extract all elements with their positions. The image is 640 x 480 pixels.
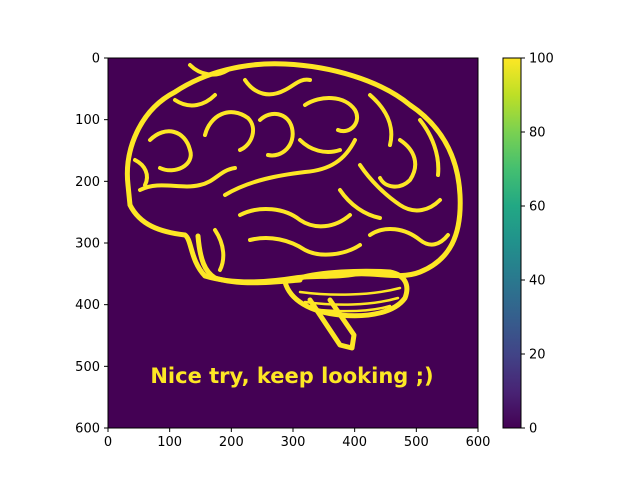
y-tick-label: 300 [75, 237, 100, 252]
y-tick-label: 400 [75, 298, 100, 313]
colorbar-tick-label: 60 [529, 200, 546, 215]
x-tick-label: 200 [219, 435, 244, 450]
colorbar-tick-label: 40 [529, 274, 546, 289]
colorbar-axis: 0 20 40 60 80 100 [521, 52, 554, 437]
x-tick-label: 0 [104, 435, 112, 450]
x-tick-label: 300 [281, 435, 306, 450]
y-tick-label: 100 [75, 113, 100, 128]
colorbar [502, 57, 522, 429]
y-tick-label: 0 [92, 52, 100, 67]
annotation-text: Nice try, keep looking ;) [150, 364, 433, 388]
x-tick-label: 600 [466, 435, 491, 450]
y-tick-label: 200 [75, 175, 100, 190]
x-tick-label: 100 [157, 435, 182, 450]
x-tick-label: 500 [404, 435, 429, 450]
colorbar-tick-label: 100 [529, 52, 554, 67]
colorbar-tick-label: 20 [529, 348, 546, 363]
y-axis: 0 100 200 300 400 500 600 [75, 52, 108, 437]
x-tick-label: 400 [342, 435, 367, 450]
y-tick-label: 600 [75, 422, 100, 437]
y-tick-label: 500 [75, 360, 100, 375]
colorbar-tick-label: 0 [529, 422, 537, 437]
x-axis: 0 100 200 300 400 500 600 [104, 428, 491, 450]
colorbar-tick-label: 80 [529, 126, 546, 141]
brain-image [124, 61, 463, 351]
